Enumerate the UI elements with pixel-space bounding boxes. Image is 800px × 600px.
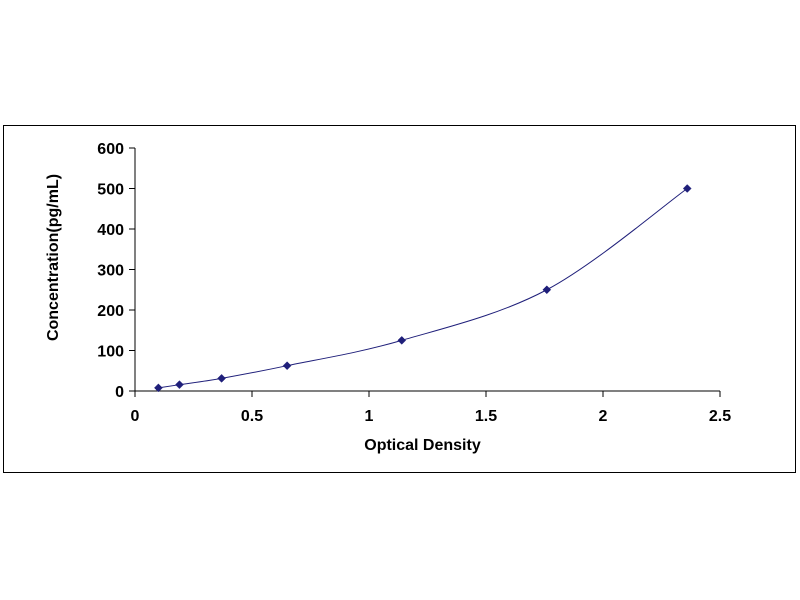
data-point xyxy=(397,336,407,345)
x-tick-label: 1.5 xyxy=(475,408,497,425)
data-point xyxy=(175,380,184,390)
data-points xyxy=(154,184,692,393)
y-tick-label: 100 xyxy=(97,344,124,361)
y-tick-label: 300 xyxy=(97,263,124,280)
x-tick-label: 2.5 xyxy=(709,408,731,425)
y-tick-label: 200 xyxy=(97,303,124,320)
y-axis-title: Concentration(pg/mL) xyxy=(45,174,62,341)
y-tick-label: 400 xyxy=(97,222,124,239)
tick-labels: 0 0.5 1 1.5 2 2.5 0 100 200 300 400 500 600 xyxy=(97,141,731,425)
x-tick-label: 1 xyxy=(365,408,374,425)
y-tick-label: 0 xyxy=(115,384,124,401)
x-axis-title: Optical Density xyxy=(364,437,481,454)
fit-curve xyxy=(158,188,688,389)
axes xyxy=(134,148,720,392)
x-tick-label: 0 xyxy=(131,408,140,425)
ticks xyxy=(129,147,721,397)
data-point xyxy=(542,285,552,295)
y-tick-label: 500 xyxy=(97,182,124,199)
x-tick-label: 2 xyxy=(599,408,608,425)
y-tick-label: 600 xyxy=(97,141,124,158)
data-point xyxy=(154,383,163,393)
data-point xyxy=(217,373,226,383)
data-point xyxy=(282,361,292,371)
x-tick-label: 0.5 xyxy=(241,408,263,425)
data-point xyxy=(682,184,692,193)
